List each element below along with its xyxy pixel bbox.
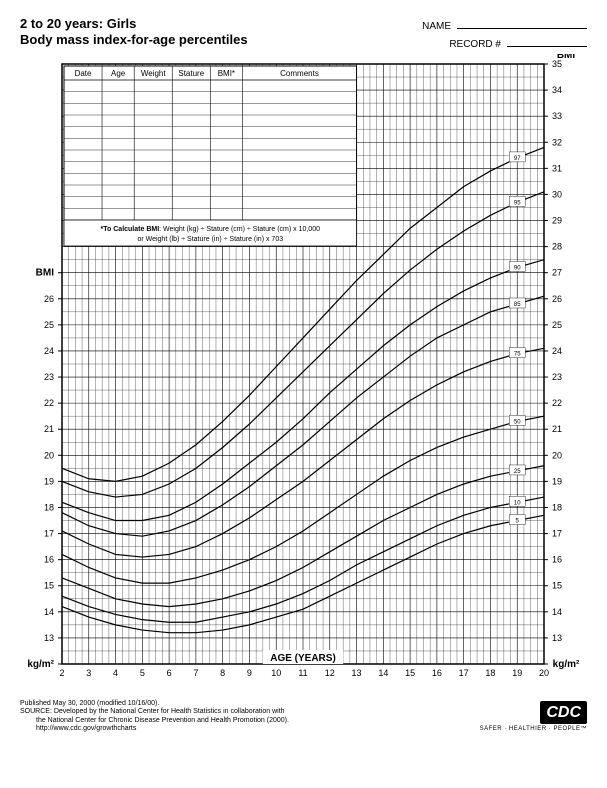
svg-text:Comments: Comments: [280, 69, 319, 78]
svg-text:kg/m²: kg/m²: [27, 659, 54, 670]
svg-text:24: 24: [43, 346, 53, 356]
svg-text:4: 4: [113, 668, 118, 678]
svg-text:95: 95: [513, 200, 520, 206]
cdc-logo: CDC SAFER · HEALTHIER · PEOPLE™: [480, 701, 587, 733]
record-label: RECORD #: [449, 39, 501, 50]
svg-text:13: 13: [43, 633, 53, 643]
svg-text:25: 25: [513, 469, 520, 475]
svg-text:17: 17: [552, 529, 562, 539]
svg-text:12: 12: [324, 668, 334, 678]
svg-text:22: 22: [43, 398, 53, 408]
svg-text:33: 33: [552, 111, 562, 121]
svg-text:15: 15: [405, 668, 415, 678]
svg-text:16: 16: [431, 668, 441, 678]
footer-text: Published May 30, 2000 (modified 10/16/0…: [20, 700, 289, 734]
svg-text:AGE (YEARS): AGE (YEARS): [270, 653, 336, 664]
svg-text:29: 29: [552, 216, 562, 226]
svg-text:Stature: Stature: [178, 69, 204, 78]
svg-text:85: 85: [513, 302, 520, 308]
svg-text:13: 13: [351, 668, 361, 678]
svg-text:kg/m²: kg/m²: [552, 659, 579, 670]
svg-text:BMI*: BMI*: [217, 69, 234, 78]
svg-text:*To Calculate BMI: Weight (kg): *To Calculate BMI: Weight (kg) ÷ Stature…: [100, 226, 320, 233]
svg-text:23: 23: [43, 372, 53, 382]
svg-text:24: 24: [552, 346, 562, 356]
svg-text:19: 19: [512, 668, 522, 678]
svg-text:17: 17: [43, 529, 53, 539]
svg-text:14: 14: [43, 607, 53, 617]
svg-text:25: 25: [552, 320, 562, 330]
svg-text:26: 26: [43, 294, 53, 304]
record-field[interactable]: [507, 36, 587, 47]
svg-text:90: 90: [513, 265, 520, 271]
svg-text:17: 17: [458, 668, 468, 678]
svg-text:2: 2: [59, 668, 64, 678]
svg-text:28: 28: [552, 242, 562, 252]
svg-text:BMI: BMI: [556, 54, 575, 61]
name-label: NAME: [422, 21, 451, 32]
svg-text:16: 16: [43, 555, 53, 565]
svg-text:32: 32: [552, 137, 562, 147]
svg-text:21: 21: [552, 424, 562, 434]
svg-text:22: 22: [552, 398, 562, 408]
svg-text:15: 15: [552, 581, 562, 591]
svg-text:30: 30: [552, 189, 562, 199]
svg-text:50: 50: [513, 419, 520, 425]
svg-text:or Weight (lb) ÷ Stature (in): or Weight (lb) ÷ Stature (in) ÷ Stature …: [137, 236, 283, 243]
svg-text:BMI: BMI: [35, 268, 54, 279]
growth-chart: 5102550758590959723456789101112131415161…: [24, 54, 584, 694]
title-line-2: Body mass index-for-age percentiles: [20, 32, 248, 48]
svg-text:8: 8: [220, 668, 225, 678]
svg-text:34: 34: [552, 85, 562, 95]
svg-text:Date: Date: [74, 69, 91, 78]
svg-text:31: 31: [552, 163, 562, 173]
svg-text:14: 14: [552, 607, 562, 617]
svg-text:7: 7: [193, 668, 198, 678]
svg-text:97: 97: [513, 156, 520, 162]
svg-text:13: 13: [552, 633, 562, 643]
svg-text:9: 9: [246, 668, 251, 678]
svg-text:3: 3: [86, 668, 91, 678]
svg-text:5: 5: [139, 668, 144, 678]
svg-text:20: 20: [43, 450, 53, 460]
svg-text:18: 18: [552, 502, 562, 512]
svg-text:Weight: Weight: [140, 69, 166, 78]
svg-text:14: 14: [378, 668, 388, 678]
svg-text:25: 25: [43, 320, 53, 330]
svg-text:21: 21: [43, 424, 53, 434]
title-line-1: 2 to 20 years: Girls: [20, 16, 248, 32]
svg-text:10: 10: [271, 668, 281, 678]
svg-text:23: 23: [552, 372, 562, 382]
svg-text:16: 16: [552, 555, 562, 565]
svg-text:26: 26: [552, 294, 562, 304]
svg-text:11: 11: [298, 668, 307, 678]
svg-text:19: 19: [552, 476, 562, 486]
svg-text:6: 6: [166, 668, 171, 678]
svg-text:18: 18: [485, 668, 495, 678]
name-field[interactable]: [457, 18, 587, 29]
svg-text:Age: Age: [111, 69, 126, 78]
svg-text:10: 10: [513, 500, 520, 506]
svg-text:75: 75: [513, 352, 520, 358]
svg-text:27: 27: [552, 268, 562, 278]
svg-text:19: 19: [43, 476, 53, 486]
svg-text:20: 20: [538, 668, 548, 678]
svg-text:20: 20: [552, 450, 562, 460]
svg-text:15: 15: [43, 581, 53, 591]
svg-text:18: 18: [43, 502, 53, 512]
